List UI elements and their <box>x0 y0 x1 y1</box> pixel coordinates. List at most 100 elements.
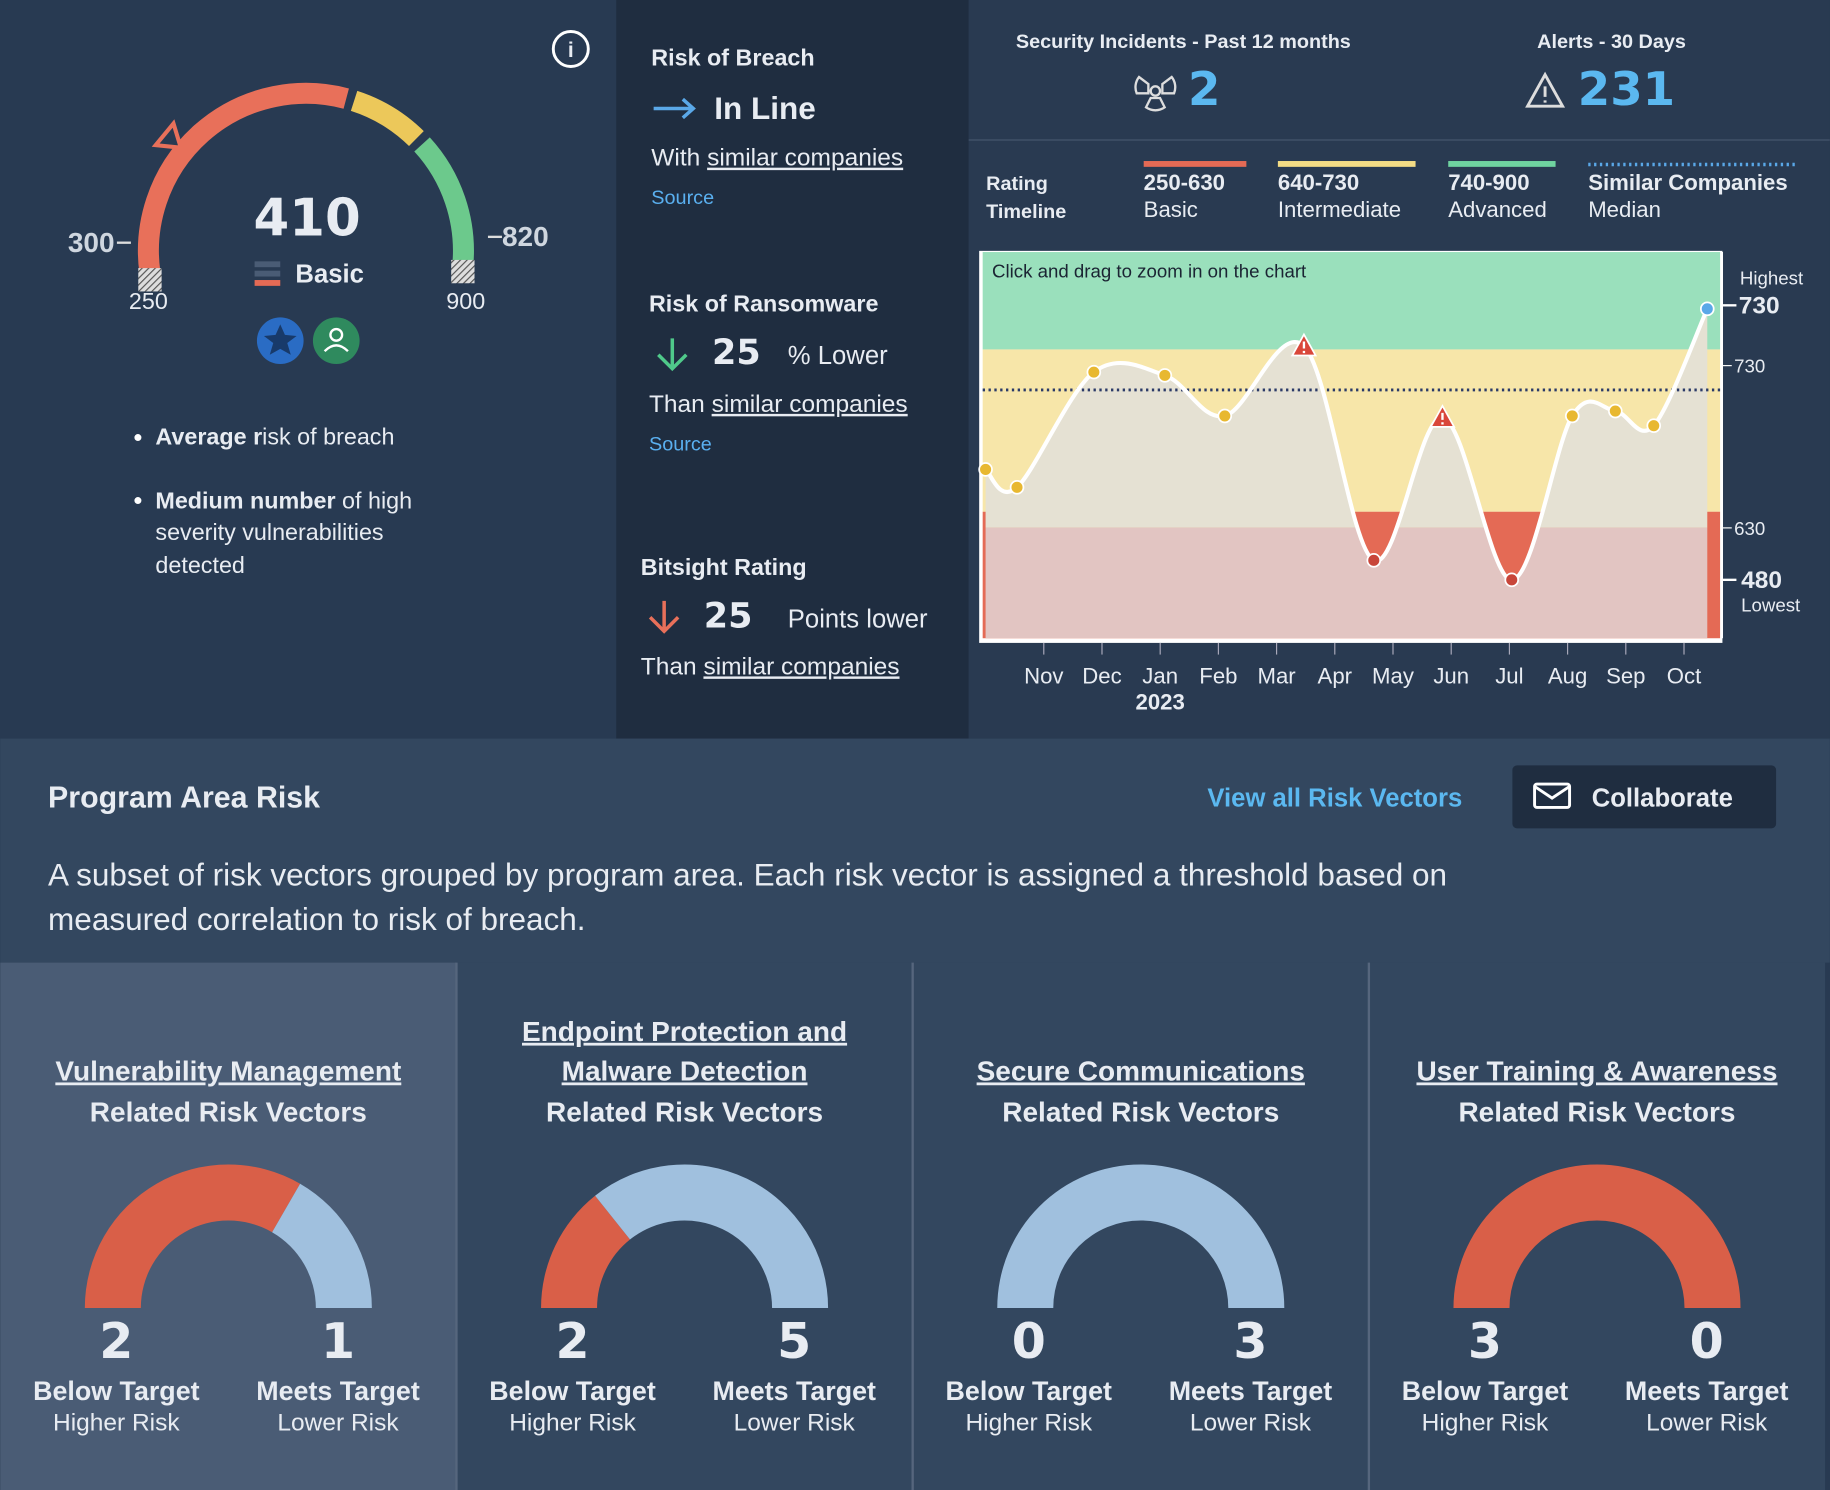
donut-meets <box>997 1164 1285 1308</box>
comparison: With similar companies <box>651 145 903 172</box>
score-gauge: 250 900 300 820 <box>68 82 549 314</box>
count-sub: Higher Risk <box>965 1409 1092 1436</box>
comparison: Than similar companies <box>649 391 908 418</box>
alert-icon <box>1525 71 1566 108</box>
card[interactable] <box>1368 962 1826 1490</box>
area <box>985 308 1708 528</box>
comparison: Than similar companies <box>641 653 900 680</box>
heading: Security Incidents - Past 12 months <box>1016 31 1351 53</box>
bullet <box>134 434 142 442</box>
y-tick-label: 730 <box>1734 356 1765 377</box>
data-point <box>1157 368 1173 383</box>
source-link[interactable]: Source <box>651 187 714 209</box>
legend-swatch <box>1143 161 1247 167</box>
x-tick-label: Dec <box>1082 664 1121 689</box>
count-sub: Higher Risk <box>1422 1409 1549 1436</box>
card-subtitle: Related Risk Vectors <box>1002 1096 1279 1127</box>
person-icon <box>323 344 349 353</box>
donut-meets <box>595 1164 829 1308</box>
bullet-text: Average risk of breach <box>155 424 394 450</box>
section-title: Program Area Risk <box>48 781 320 814</box>
count: 0 <box>1012 1313 1046 1370</box>
card[interactable] <box>0 962 457 1490</box>
description: measured correlation to risk of breach. <box>48 901 586 937</box>
count-sub: Lower Risk <box>1190 1409 1312 1436</box>
data-point <box>1608 403 1623 419</box>
card-title[interactable]: Malware Detection <box>562 1055 808 1086</box>
count: 0 <box>1690 1313 1724 1370</box>
value: 25 <box>712 333 761 373</box>
count-sub: Lower Risk <box>1646 1409 1768 1436</box>
count-label: Below Target <box>33 1376 200 1406</box>
card-title[interactable]: Endpoint Protection and <box>522 1016 847 1047</box>
data-point <box>1086 364 1102 380</box>
unit: Points lower <box>788 606 928 634</box>
scale-label: 900 <box>446 288 485 314</box>
data-point <box>1504 572 1520 588</box>
count-label: Below Target <box>1402 1376 1569 1406</box>
count-label: Below Target <box>489 1376 656 1406</box>
x-tick-label: Apr <box>1318 664 1353 689</box>
legend-title: Timeline <box>986 201 1066 223</box>
gauge-end <box>451 259 475 284</box>
count: 3 <box>1468 1313 1502 1370</box>
arrow-icon <box>648 600 680 634</box>
source-link[interactable]: Source <box>649 433 712 455</box>
x-tick-label: Mar <box>1258 664 1297 689</box>
link[interactable]: similar companies <box>712 391 908 418</box>
y-tick-label: 630 <box>1734 518 1765 539</box>
heading: Alerts - 30 Days <box>1537 31 1686 53</box>
count-label: Meets Target <box>1625 1376 1789 1406</box>
count-sub: Higher Risk <box>53 1409 180 1436</box>
legend-swatch <box>1448 161 1556 167</box>
arrow-icon <box>653 97 696 120</box>
link[interactable]: similar companies <box>703 653 899 680</box>
x-tick-label: May <box>1372 664 1415 689</box>
annotation: Highest <box>1740 267 1804 288</box>
data-point <box>1009 480 1025 495</box>
legend-name: Median <box>1588 197 1661 222</box>
card[interactable] <box>912 962 1369 1490</box>
donut-below <box>84 1164 301 1308</box>
donut-meets <box>272 1183 372 1308</box>
data-point <box>978 462 993 477</box>
legend-swatch <box>254 280 281 286</box>
donut-below <box>1453 1164 1741 1308</box>
gauge-end <box>138 268 162 292</box>
card-title[interactable]: Secure Communications <box>977 1055 1305 1086</box>
area <box>985 527 1708 639</box>
x-tick-label: Aug <box>1548 664 1587 689</box>
unit: % Lower <box>788 342 888 370</box>
x-tick-label: Jan <box>1142 664 1178 689</box>
end-label: 300 <box>68 227 115 258</box>
card-subtitle: Related Risk Vectors <box>1458 1096 1735 1127</box>
year-label: 2023 <box>1136 689 1185 714</box>
info-icon[interactable] <box>551 30 590 68</box>
link[interactable]: similar companies <box>707 145 903 172</box>
chart-hint: Click and drag to zoom in on the chart <box>992 261 1307 282</box>
arrow-icon <box>657 338 688 372</box>
count-sub: Lower Risk <box>277 1409 399 1436</box>
link[interactable]: View all Risk Vectors <box>1207 784 1462 812</box>
data-point <box>1366 553 1382 568</box>
legend-name: Basic <box>1144 197 1198 222</box>
donut-below <box>541 1195 630 1308</box>
card[interactable] <box>456 962 913 1490</box>
data-point <box>1564 408 1580 424</box>
legend-title: Rating <box>986 173 1048 195</box>
card-title[interactable]: Vulnerability Management <box>55 1055 401 1086</box>
button-label: Collaborate <box>1592 784 1733 812</box>
card-subtitle: Related Risk Vectors <box>90 1096 367 1127</box>
person-icon <box>329 327 344 342</box>
collaborate-button[interactable] <box>1512 765 1777 829</box>
mail-icon <box>1533 782 1572 809</box>
count: 1 <box>321 1313 355 1370</box>
x-tick-label: Jul <box>1495 664 1523 689</box>
count: 2 <box>555 1313 589 1370</box>
bullet <box>134 497 142 505</box>
legend-range: 250-630 <box>1144 170 1225 195</box>
card-title[interactable]: User Training & Awareness <box>1416 1055 1777 1086</box>
score-marker <box>151 119 184 151</box>
